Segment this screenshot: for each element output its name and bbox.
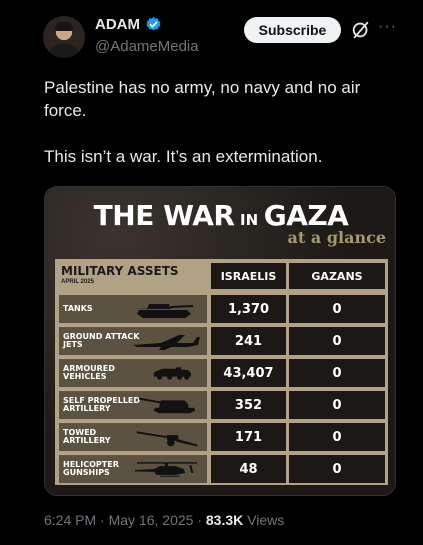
- table-row: GROUND ATTACK JETS 241 0: [55, 327, 388, 355]
- user-handle[interactable]: @AdameMedia: [95, 38, 199, 55]
- tweet-time[interactable]: 6:24 PM: [44, 512, 97, 528]
- value-israelis: 43,407: [211, 359, 286, 387]
- row-label-cell: SELF PROPELLED ARTILLERY: [59, 391, 207, 419]
- row-label: SELF PROPELLED ARTILLERY: [63, 396, 141, 413]
- value-gazans: 0: [289, 455, 385, 483]
- table-row: TOWED ARTILLERY 171 0: [55, 423, 388, 451]
- value-israelis: 352: [211, 391, 286, 419]
- value-gazans: 0: [289, 359, 385, 387]
- avatar-body: [49, 44, 79, 58]
- meta-separator: ·: [100, 512, 105, 528]
- display-name[interactable]: ADAM: [95, 16, 140, 33]
- poster-title: THE WAR IN GAZA: [45, 199, 395, 232]
- towed-artillery-icon: [136, 431, 198, 447]
- table-title: MILITARY ASSETS: [61, 264, 179, 278]
- avatar-hair: [55, 22, 73, 31]
- more-icon[interactable]: ···: [378, 18, 397, 35]
- poster-title-part: GAZA: [263, 199, 349, 232]
- value-gazans: 0: [289, 391, 385, 419]
- value-gazans: 0: [289, 423, 385, 451]
- row-label: TANKS: [63, 304, 93, 313]
- name-row: ADAM: [95, 16, 162, 33]
- self-propelled-artillery-icon: [138, 397, 196, 414]
- row-label-cell: HELICOPTER GUNSHIPS: [59, 455, 207, 483]
- value-gazans: 0: [289, 295, 385, 323]
- tweet-media-image[interactable]: THE WAR IN GAZA at a glance MILITARY ASS…: [44, 186, 396, 496]
- verified-badge-icon: [146, 17, 161, 31]
- row-label: ARMOURED VEHICLES: [63, 364, 115, 381]
- views-label: Views: [247, 512, 285, 528]
- poster-subtitle: at a glance: [287, 228, 386, 247]
- row-label: TOWED ARTILLERY: [63, 428, 111, 445]
- value-israelis: 241: [211, 327, 286, 355]
- jet-icon: [133, 335, 200, 350]
- table-date: APRIL 2025: [61, 279, 94, 285]
- table-row: TANKS 1,370 0: [55, 295, 388, 323]
- tweet-date[interactable]: May 16, 2025: [108, 512, 194, 528]
- value-israelis: 1,370: [211, 295, 286, 323]
- row-label-cell: GROUND ATTACK JETS: [59, 327, 207, 355]
- value-israelis: 171: [211, 423, 286, 451]
- row-label: GROUND ATTACK JETS: [63, 332, 140, 349]
- value-gazans: 0: [289, 327, 385, 355]
- meta-separator: ·: [197, 512, 202, 528]
- column-header-israelis: ISRAELIS: [211, 263, 286, 289]
- armoured-vehicle-icon: [153, 367, 191, 380]
- tweet-header: ADAM @AdameMedia Subscribe ···: [0, 0, 423, 72]
- row-label-cell: ARMOURED VEHICLES: [59, 359, 207, 387]
- assets-table: MILITARY ASSETS APRIL 2025 ISRAELIS GAZA…: [55, 259, 388, 485]
- poster-title-part: THE WAR: [93, 199, 235, 232]
- avatar[interactable]: [43, 16, 85, 58]
- table-row: HELICOPTER GUNSHIPS 48 0: [55, 455, 388, 483]
- table-title-cell: MILITARY ASSETS APRIL 2025: [57, 261, 215, 289]
- views-count[interactable]: 83.3K: [205, 512, 244, 528]
- tweet-text: Palestine has no army, no navy and no ai…: [44, 76, 404, 191]
- tweet-meta: 6:24 PM · May 16, 2025 · 83.3K Views: [44, 512, 284, 528]
- tweet-paragraph: This isn’t a war. It’s an extermination.: [44, 147, 323, 166]
- helicopter-icon: [134, 462, 198, 477]
- row-label-cell: TANKS: [59, 295, 207, 323]
- subscribe-button[interactable]: Subscribe: [244, 17, 341, 43]
- table-row: SELF PROPELLED ARTILLERY 352 0: [55, 391, 388, 419]
- poster-title-part: IN: [240, 211, 259, 229]
- row-label-cell: TOWED ARTILLERY: [59, 423, 207, 451]
- table-row: ARMOURED VEHICLES 43,407 0: [55, 359, 388, 387]
- tweet-paragraph: Palestine has no army, no navy and no ai…: [44, 78, 361, 120]
- grok-icon[interactable]: [350, 19, 372, 41]
- column-header-gazans: GAZANS: [289, 263, 385, 289]
- value-israelis: 48: [211, 455, 286, 483]
- tank-icon: [133, 304, 193, 318]
- row-label: HELICOPTER GUNSHIPS: [63, 460, 119, 477]
